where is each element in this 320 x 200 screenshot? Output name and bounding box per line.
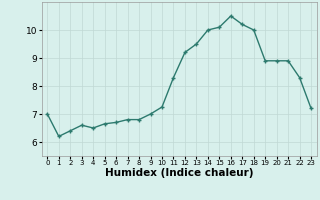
X-axis label: Humidex (Indice chaleur): Humidex (Indice chaleur): [105, 168, 253, 178]
